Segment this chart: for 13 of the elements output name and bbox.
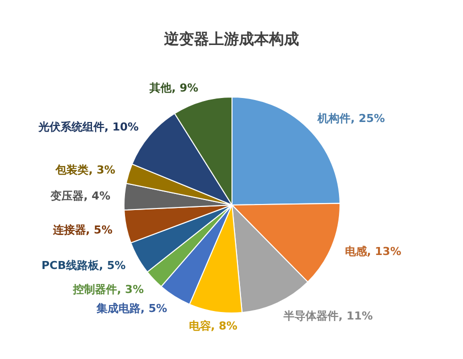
slice-label: 电感, 13% — [344, 245, 402, 258]
slice-label: 变压器, 4% — [50, 189, 110, 202]
slice-label: 光伏系统组件, 10% — [37, 120, 139, 134]
slice-label: 电容, 8% — [188, 319, 238, 332]
slice-label: 集成电路, 5% — [96, 302, 168, 316]
slice-label: 控制器件, 3% — [72, 283, 144, 296]
slice-label: 连接器, 5% — [52, 223, 112, 236]
slice-label: PCB线路板, 5% — [42, 258, 126, 272]
slice-label: 其他, 9% — [148, 82, 198, 95]
slice-label: 包装类, 3% — [54, 163, 116, 176]
chart-title: 逆变器上游成本构成 — [163, 30, 299, 48]
slice-label: 半导体器件, 11% — [282, 309, 373, 322]
slice-label: 机构件, 25% — [316, 112, 385, 125]
